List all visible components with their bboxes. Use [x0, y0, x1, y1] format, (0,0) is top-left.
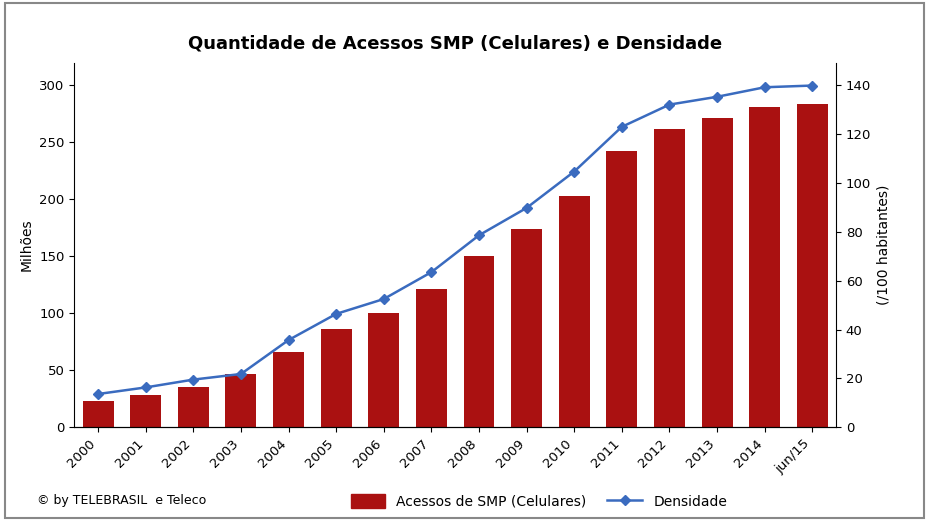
Bar [510, 229, 542, 427]
Bar [273, 353, 303, 427]
Bar [748, 107, 780, 427]
Bar [558, 196, 589, 427]
Bar [226, 374, 256, 427]
Bar [606, 151, 637, 427]
Text: © by TELEBRASIL  e Teleco: © by TELEBRASIL e Teleco [37, 494, 206, 506]
Legend: Acessos de SMP (Celulares), Densidade: Acessos de SMP (Celulares), Densidade [350, 494, 727, 509]
Bar [320, 329, 352, 427]
Bar [653, 129, 684, 427]
Y-axis label: (/100 habitantes): (/100 habitantes) [876, 184, 890, 305]
Bar [701, 118, 732, 427]
Bar [177, 388, 209, 427]
Bar [83, 401, 113, 427]
Bar [463, 256, 494, 427]
Bar [796, 104, 827, 427]
Bar [367, 313, 399, 427]
Y-axis label: Milhões: Milhões [19, 218, 33, 271]
Bar [130, 394, 161, 427]
Bar [416, 290, 446, 427]
Title: Quantidade de Acessos SMP (Celulares) e Densidade: Quantidade de Acessos SMP (Celulares) e … [188, 34, 721, 53]
